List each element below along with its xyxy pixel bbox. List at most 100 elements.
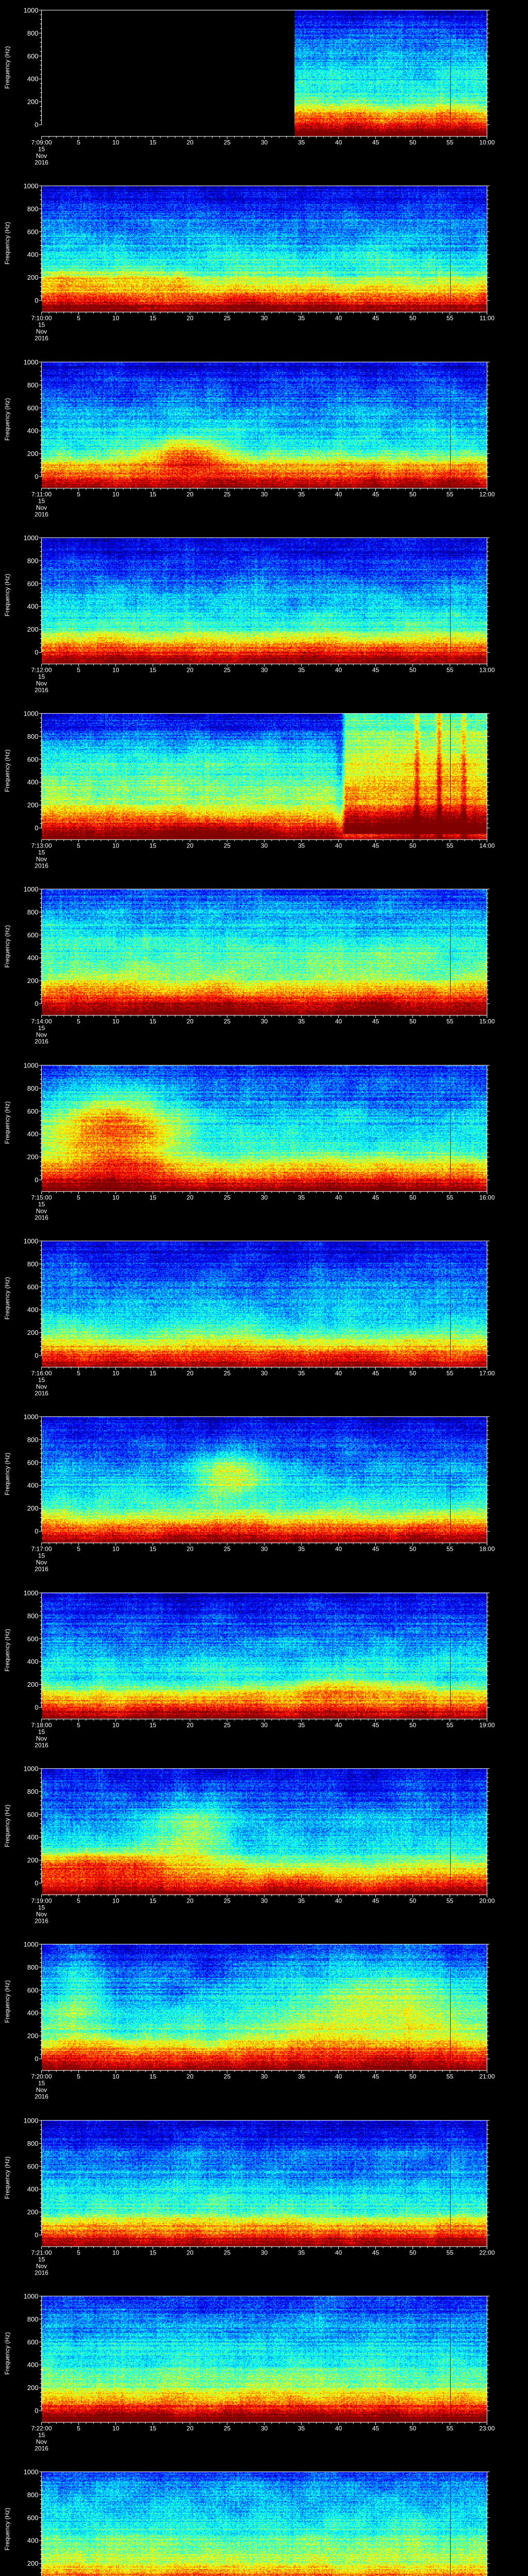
svg-text:45: 45 [372,2425,380,2432]
svg-text:55: 55 [447,139,454,146]
svg-text:400: 400 [27,2009,39,2017]
svg-text:5: 5 [77,2249,80,2256]
svg-text:1000: 1000 [24,1061,39,1069]
svg-text:50: 50 [409,490,417,498]
svg-text:35: 35 [298,2073,305,2080]
svg-text:Frequency (Hz): Frequency (Hz) [4,1629,11,1671]
svg-text:200: 200 [27,625,39,633]
svg-text:15: 15 [150,1721,157,1728]
svg-text:10: 10 [112,2249,120,2256]
svg-text:10: 10 [112,490,120,498]
svg-text:7:22:00: 7:22:00 [31,2425,52,2432]
svg-text:0: 0 [35,1703,38,1711]
svg-text:1000: 1000 [24,709,39,717]
svg-text:200: 200 [27,1153,39,1161]
svg-text:5: 5 [77,1721,80,1728]
svg-text:40: 40 [335,1546,342,1553]
svg-text:30: 30 [261,2425,268,2432]
svg-text:35: 35 [298,2249,305,2256]
svg-text:40: 40 [335,2073,342,2080]
svg-text:1000: 1000 [24,358,39,366]
svg-text:10: 10 [112,667,120,674]
svg-text:20: 20 [187,2425,194,2432]
svg-text:2016: 2016 [35,2269,48,2276]
svg-text:15: 15 [38,2256,45,2263]
svg-text:2016: 2016 [35,2093,48,2100]
svg-text:40: 40 [335,2425,342,2432]
svg-text:45: 45 [372,2249,380,2256]
svg-text:600: 600 [27,755,39,763]
svg-text:12:00: 12:00 [479,490,494,498]
svg-text:1000: 1000 [24,1941,39,1948]
svg-text:Nov: Nov [36,2262,47,2269]
svg-text:400: 400 [27,1657,39,1665]
svg-text:45: 45 [372,1897,380,1905]
svg-text:25: 25 [224,315,231,322]
svg-text:10: 10 [112,2073,120,2080]
svg-text:600: 600 [27,931,39,939]
svg-text:Frequency (Hz): Frequency (Hz) [4,222,11,265]
svg-text:55: 55 [447,315,454,322]
svg-text:45: 45 [372,1370,380,1377]
svg-text:7:20:00: 7:20:00 [31,2073,52,2080]
svg-text:11:00: 11:00 [480,315,494,322]
svg-text:40: 40 [335,842,342,850]
svg-text:15: 15 [150,1370,157,1377]
svg-text:600: 600 [27,2338,39,2346]
svg-text:40: 40 [335,2249,342,2256]
svg-text:35: 35 [298,1897,305,1905]
svg-text:30: 30 [261,842,268,850]
svg-text:55: 55 [447,1370,454,1377]
svg-text:10: 10 [112,1721,120,1728]
svg-text:35: 35 [298,1721,305,1728]
svg-text:13:00: 13:00 [479,667,494,674]
svg-text:55: 55 [447,1897,454,1905]
svg-text:25: 25 [224,2073,231,2080]
svg-text:600: 600 [27,580,39,587]
svg-text:40: 40 [335,1018,342,1025]
svg-text:50: 50 [409,842,417,850]
svg-text:1000: 1000 [24,2116,39,2124]
svg-text:1000: 1000 [24,6,39,14]
svg-text:200: 200 [27,1505,39,1513]
svg-text:50: 50 [409,667,417,674]
svg-text:10: 10 [112,1546,120,1553]
svg-text:0: 0 [35,1000,38,1008]
svg-text:Frequency (Hz): Frequency (Hz) [4,1453,11,1496]
svg-text:800: 800 [27,29,39,37]
svg-text:Nov: Nov [36,2087,47,2094]
svg-text:7:18:00: 7:18:00 [31,1721,52,1728]
svg-text:2016: 2016 [35,335,48,342]
svg-text:600: 600 [27,1986,39,1994]
svg-text:Nov: Nov [36,152,47,160]
svg-text:50: 50 [409,315,417,322]
svg-text:40: 40 [335,490,342,498]
svg-text:Frequency (Hz): Frequency (Hz) [4,1101,11,1144]
svg-text:55: 55 [447,1546,454,1553]
svg-text:Frequency (Hz): Frequency (Hz) [4,2508,11,2551]
svg-text:50: 50 [409,1194,417,1201]
svg-text:400: 400 [27,75,39,83]
svg-text:2016: 2016 [35,1918,48,1925]
svg-text:40: 40 [335,1194,342,1201]
svg-text:10: 10 [112,1018,120,1025]
svg-text:15: 15 [150,1018,157,1025]
svg-text:Nov: Nov [36,1383,47,1391]
svg-text:800: 800 [27,1612,39,1619]
svg-text:50: 50 [409,2425,417,2432]
svg-text:15: 15 [150,315,157,322]
svg-text:50: 50 [409,1546,417,1553]
svg-text:200: 200 [27,977,39,985]
svg-text:7:19:00: 7:19:00 [31,1897,52,1905]
svg-text:5: 5 [77,1370,80,1377]
svg-text:200: 200 [27,801,39,809]
svg-text:20: 20 [187,315,194,322]
svg-text:7:14:00: 7:14:00 [31,1018,52,1025]
svg-text:600: 600 [27,1635,39,1642]
svg-text:30: 30 [261,490,268,498]
svg-text:16:00: 16:00 [479,1194,494,1201]
svg-text:10:00: 10:00 [479,139,494,146]
svg-text:7:17:00: 7:17:00 [31,1546,52,1553]
svg-text:15: 15 [150,1897,157,1905]
svg-text:45: 45 [372,315,380,322]
